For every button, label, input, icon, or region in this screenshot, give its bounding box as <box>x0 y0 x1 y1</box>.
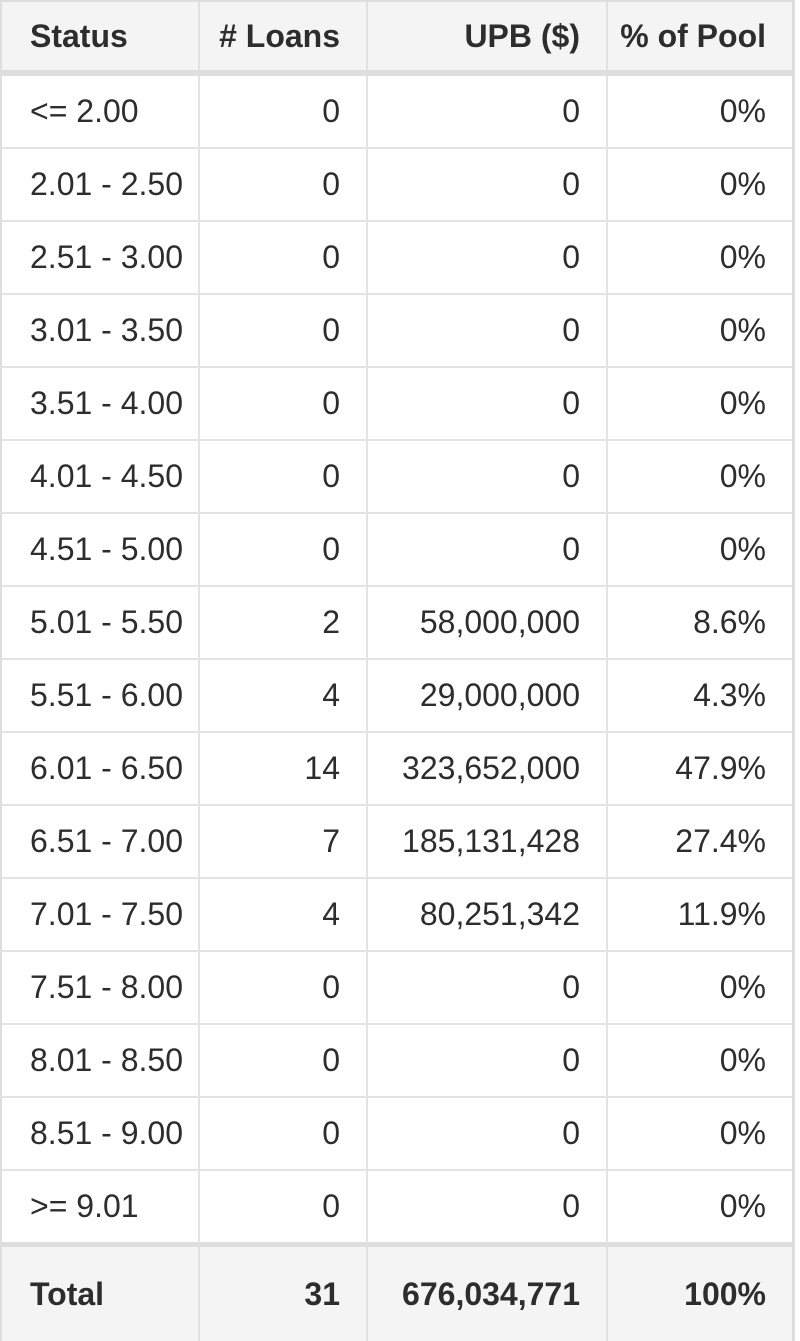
pool-cell: 0% <box>608 295 792 368</box>
loans-cell: 0 <box>200 149 368 222</box>
status-cell: 7.01 - 7.50 <box>2 879 200 952</box>
pool-cell: 0% <box>608 222 792 295</box>
table-row: 4.01 - 4.50 0 0 0% <box>2 441 792 514</box>
pool-cell: 0% <box>608 1098 792 1171</box>
upb-cell: 323,652,000 <box>368 733 608 806</box>
table-row: 4.51 - 5.00 0 0 0% <box>2 514 792 587</box>
upb-cell: 0 <box>368 368 608 441</box>
total-pool-cell: 100% <box>608 1247 792 1341</box>
table-row: >= 9.01 0 0 0% <box>2 1171 792 1247</box>
loans-cell: 0 <box>200 441 368 514</box>
header-row: Status # Loans UPB ($) % of Pool <box>2 2 792 76</box>
status-cell: 8.51 - 9.00 <box>2 1098 200 1171</box>
upb-cell: 0 <box>368 514 608 587</box>
pool-cell: 47.9% <box>608 733 792 806</box>
table-row: 5.51 - 6.00 4 29,000,000 4.3% <box>2 660 792 733</box>
table-row: 7.51 - 8.00 0 0 0% <box>2 952 792 1025</box>
loans-cell: 4 <box>200 660 368 733</box>
upb-cell: 0 <box>368 1098 608 1171</box>
loans-cell: 0 <box>200 1098 368 1171</box>
table-row: 6.51 - 7.00 7 185,131,428 27.4% <box>2 806 792 879</box>
loans-cell: 0 <box>200 952 368 1025</box>
loans-cell: 0 <box>200 1025 368 1098</box>
column-header-pool: % of Pool <box>608 2 792 76</box>
total-label-cell: Total <box>2 1247 200 1341</box>
loans-cell: 0 <box>200 222 368 295</box>
total-upb-cell: 676,034,771 <box>368 1247 608 1341</box>
pool-cell: 0% <box>608 1025 792 1098</box>
status-cell: 5.01 - 5.50 <box>2 587 200 660</box>
table-row: 7.01 - 7.50 4 80,251,342 11.9% <box>2 879 792 952</box>
total-row: Total 31 676,034,771 100% <box>2 1247 792 1341</box>
status-cell: 2.01 - 2.50 <box>2 149 200 222</box>
status-cell: 7.51 - 8.00 <box>2 952 200 1025</box>
status-cell: 5.51 - 6.00 <box>2 660 200 733</box>
pool-cell: 4.3% <box>608 660 792 733</box>
pool-cell: 0% <box>608 368 792 441</box>
status-cell: <= 2.00 <box>2 76 200 149</box>
table-header: Status # Loans UPB ($) % of Pool <box>2 2 792 76</box>
status-cell: 4.51 - 5.00 <box>2 514 200 587</box>
pool-cell: 0% <box>608 952 792 1025</box>
table-row: <= 2.00 0 0 0% <box>2 76 792 149</box>
loans-cell: 7 <box>200 806 368 879</box>
upb-cell: 29,000,000 <box>368 660 608 733</box>
status-cell: 2.51 - 3.00 <box>2 222 200 295</box>
status-cell: 4.01 - 4.50 <box>2 441 200 514</box>
status-cell: 3.51 - 4.00 <box>2 368 200 441</box>
table-row: 8.01 - 8.50 0 0 0% <box>2 1025 792 1098</box>
upb-cell: 185,131,428 <box>368 806 608 879</box>
upb-cell: 0 <box>368 222 608 295</box>
table-row: 6.01 - 6.50 14 323,652,000 47.9% <box>2 733 792 806</box>
upb-cell: 80,251,342 <box>368 879 608 952</box>
table-row: 8.51 - 9.00 0 0 0% <box>2 1098 792 1171</box>
upb-cell: 0 <box>368 1025 608 1098</box>
pool-cell: 8.6% <box>608 587 792 660</box>
loans-cell: 14 <box>200 733 368 806</box>
status-cell: 6.01 - 6.50 <box>2 733 200 806</box>
pool-cell: 11.9% <box>608 879 792 952</box>
upb-cell: 0 <box>368 149 608 222</box>
column-header-loans: # Loans <box>200 2 368 76</box>
table-body: <= 2.00 0 0 0% 2.01 - 2.50 0 0 0% 2.51 -… <box>2 76 792 1247</box>
upb-cell: 0 <box>368 295 608 368</box>
column-header-upb: UPB ($) <box>368 2 608 76</box>
table-row: 3.51 - 4.00 0 0 0% <box>2 368 792 441</box>
loans-cell: 0 <box>200 76 368 149</box>
upb-cell: 0 <box>368 1171 608 1247</box>
status-cell: >= 9.01 <box>2 1171 200 1247</box>
upb-cell: 0 <box>368 952 608 1025</box>
loans-cell: 0 <box>200 368 368 441</box>
loans-cell: 0 <box>200 1171 368 1247</box>
column-header-status: Status <box>2 2 200 76</box>
table-row: 3.01 - 3.50 0 0 0% <box>2 295 792 368</box>
upb-cell: 58,000,000 <box>368 587 608 660</box>
pool-cell: 27.4% <box>608 806 792 879</box>
pool-cell: 0% <box>608 441 792 514</box>
upb-cell: 0 <box>368 441 608 514</box>
loans-cell: 4 <box>200 879 368 952</box>
table-row: 2.51 - 3.00 0 0 0% <box>2 222 792 295</box>
upb-cell: 0 <box>368 76 608 149</box>
pool-cell: 0% <box>608 514 792 587</box>
status-cell: 6.51 - 7.00 <box>2 806 200 879</box>
table-row: 2.01 - 2.50 0 0 0% <box>2 149 792 222</box>
table-row: 5.01 - 5.50 2 58,000,000 8.6% <box>2 587 792 660</box>
status-cell: 3.01 - 3.50 <box>2 295 200 368</box>
pool-cell: 0% <box>608 149 792 222</box>
table-footer: Total 31 676,034,771 100% <box>2 1247 792 1341</box>
loans-cell: 0 <box>200 295 368 368</box>
total-loans-cell: 31 <box>200 1247 368 1341</box>
pool-cell: 0% <box>608 1171 792 1247</box>
loans-cell: 0 <box>200 514 368 587</box>
loans-cell: 2 <box>200 587 368 660</box>
status-cell: 8.01 - 8.50 <box>2 1025 200 1098</box>
pool-cell: 0% <box>608 76 792 149</box>
